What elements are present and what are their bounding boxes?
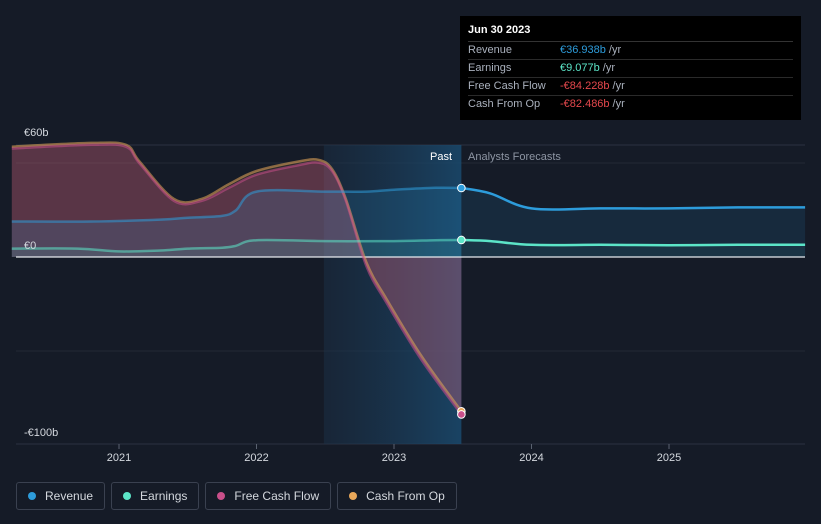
legend-dot-icon (123, 492, 132, 500)
x-tick-label: 2022 (244, 452, 268, 464)
legend-item-free-cash-flow[interactable]: Free Cash Flow (205, 482, 332, 510)
past-region (323, 145, 462, 444)
y-tick-label: €0 (24, 240, 36, 252)
line-forecast-earnings (461, 238, 806, 247)
tooltip-label: Earnings (468, 62, 512, 74)
tooltip: Jun 30 2023 Revenue €36.938b /yr Earning… (460, 16, 801, 120)
tooltip-unit: /yr (602, 62, 615, 74)
tooltip-row-fcf: Free Cash Flow -€84.228b /yr (468, 78, 793, 96)
legend-label: Free Cash Flow (234, 489, 320, 503)
legend-label: Earnings (140, 489, 188, 503)
legend-dot-icon (349, 492, 358, 500)
legend-item-revenue[interactable]: Revenue (16, 482, 106, 510)
tooltip-value: €36.938b (560, 44, 606, 56)
tooltip-label: Revenue (468, 44, 513, 56)
legend-item-cash-from-op[interactable]: Cash From Op (337, 482, 457, 510)
legend-item-earnings[interactable]: Earnings (111, 482, 200, 510)
tooltip-row-cfo: Cash From Op -€82.486b /yr (468, 96, 793, 113)
legend-dot-icon (28, 492, 36, 500)
tooltip-date: Jun 30 2023 (468, 24, 793, 42)
point-revenue (457, 183, 466, 193)
past-label: Past (430, 151, 452, 163)
y-axis: €60b €0 -€100b (24, 127, 58, 439)
x-axis: 2021 2022 2023 2024 2025 (107, 444, 681, 464)
tooltip-unit: /yr (612, 98, 625, 110)
legend-label: Cash From Op (366, 489, 445, 503)
tooltip-value: €9.077b (560, 62, 600, 74)
x-tick-label: 2024 (519, 452, 543, 464)
legend-dot-icon (217, 492, 226, 500)
line-past-revenue (11, 186, 462, 223)
area-earnings (11, 239, 462, 257)
x-tick-label: 2021 (107, 452, 131, 464)
tooltip-value: -€82.486b (560, 98, 610, 110)
tooltip-label: Free Cash Flow (468, 80, 546, 92)
line-past-earnings (11, 238, 462, 253)
tooltip-label: Cash From Op (468, 98, 541, 110)
forecast-label: Analysts Forecasts (468, 151, 561, 163)
line-past-free-cash-flow (11, 143, 463, 416)
tooltip-row-earnings: Earnings €9.077b /yr (468, 60, 793, 78)
point-free-cash-flow (457, 410, 466, 419)
tooltip-unit: /yr (608, 44, 622, 56)
forecast-area-revenue (461, 188, 806, 257)
x-tick-label: 2023 (382, 452, 406, 464)
line-forecast-revenue (461, 186, 806, 211)
series-endpoints (457, 183, 466, 419)
tooltip-unit: /yr (612, 80, 625, 92)
y-tick-label: -€100b (24, 427, 58, 439)
tooltip-row-revenue: Revenue €36.938b /yr (468, 42, 793, 60)
tooltip-value: -€84.228b (560, 80, 610, 92)
series-lines (11, 141, 806, 416)
chart-canvas: €60b €0 -€100b 2021 2022 2023 2024 2025 Past A… (11, 127, 806, 464)
point-earnings (457, 235, 466, 245)
x-tick-label: 2025 (657, 452, 681, 464)
legend: Revenue Earnings Free Cash Flow Cash Fro… (16, 482, 457, 510)
legend-label: Revenue (45, 489, 94, 503)
y-tick-label: €60b (24, 127, 48, 139)
forecast-area-earnings (461, 240, 806, 257)
